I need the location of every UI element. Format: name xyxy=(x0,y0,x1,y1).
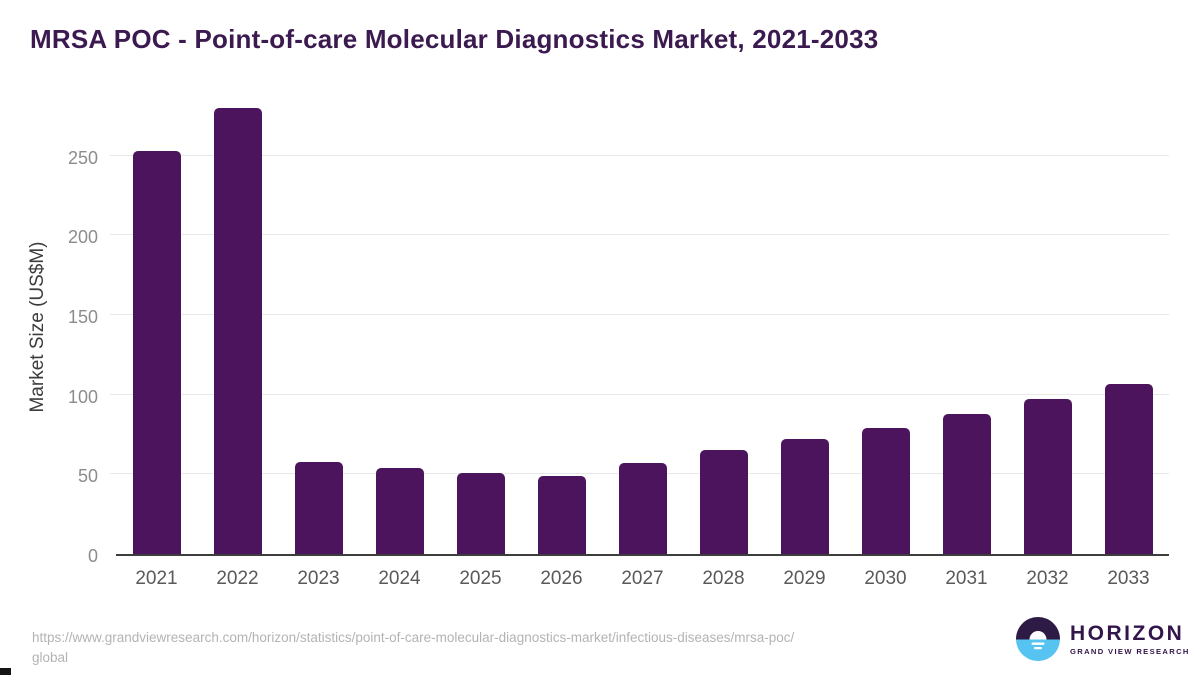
chart-title: MRSA POC - Point-of-care Molecular Diagn… xyxy=(30,24,879,54)
y-axis-tick-labels: 0 50 100 150 200 250 xyxy=(0,94,98,565)
y-tick-50: 50 xyxy=(77,466,98,487)
bar-2021 xyxy=(132,150,181,554)
x-axis-tick-labels: 2021 2022 2023 2024 2025 2026 2027 2028 2029 2030… xyxy=(116,568,1169,592)
x-tick-2027: 2027 xyxy=(621,568,664,589)
y-tick-0: 0 xyxy=(87,546,98,566)
x-tick-2028: 2028 xyxy=(702,568,745,589)
source-url: https://www.grandviewresearch.com/horizo… xyxy=(32,628,952,668)
x-tick-2024: 2024 xyxy=(378,568,421,589)
x-tick-2029: 2029 xyxy=(783,568,826,589)
logo-name: HORIZON xyxy=(1070,621,1185,645)
logo-text-block: HORIZON GRAND VIEW RESEARCH xyxy=(1070,621,1190,656)
x-tick-2032: 2032 xyxy=(1026,568,1069,589)
bar-2028 xyxy=(699,450,748,554)
bar-2033 xyxy=(1104,383,1153,554)
bar-2024 xyxy=(375,467,424,554)
y-tick-250: 250 xyxy=(67,147,98,168)
plot-area xyxy=(110,94,1169,556)
bar-2027 xyxy=(618,463,667,554)
x-tick-2021: 2021 xyxy=(135,568,178,589)
logo-subtitle: GRAND VIEW RESEARCH xyxy=(1070,646,1190,656)
y-tick-100: 100 xyxy=(67,386,98,407)
gridline-100 xyxy=(110,393,1169,395)
gridline-250 xyxy=(110,154,1169,156)
source-url-line1: https://www.grandviewresearch.com/horizo… xyxy=(32,630,795,645)
bar-2031 xyxy=(942,413,991,554)
gridline-200 xyxy=(110,234,1169,236)
gridline-150 xyxy=(110,314,1169,316)
x-tick-2026: 2026 xyxy=(540,568,583,589)
horizon-sun-icon xyxy=(1016,617,1060,661)
x-tick-2031: 2031 xyxy=(945,568,988,589)
bar-2029 xyxy=(780,439,829,554)
source-url-line2: global xyxy=(32,650,69,665)
bar-2032 xyxy=(1023,399,1072,554)
bar-2023 xyxy=(294,461,343,554)
bar-2030 xyxy=(861,428,910,554)
corner-artifact-mark xyxy=(0,668,11,675)
horizon-logo: HORIZON GRAND VIEW RESEARCH xyxy=(1016,617,1190,661)
x-tick-2023: 2023 xyxy=(297,568,340,589)
x-tick-2022: 2022 xyxy=(216,568,259,589)
y-tick-200: 200 xyxy=(67,227,98,248)
bar-2025 xyxy=(456,472,505,554)
x-tick-2033: 2033 xyxy=(1107,568,1150,589)
x-tick-2025: 2025 xyxy=(459,568,502,589)
y-tick-150: 150 xyxy=(67,307,98,328)
bar-2026 xyxy=(537,475,586,554)
x-tick-2030: 2030 xyxy=(864,568,907,589)
bar-2022 xyxy=(213,107,262,554)
